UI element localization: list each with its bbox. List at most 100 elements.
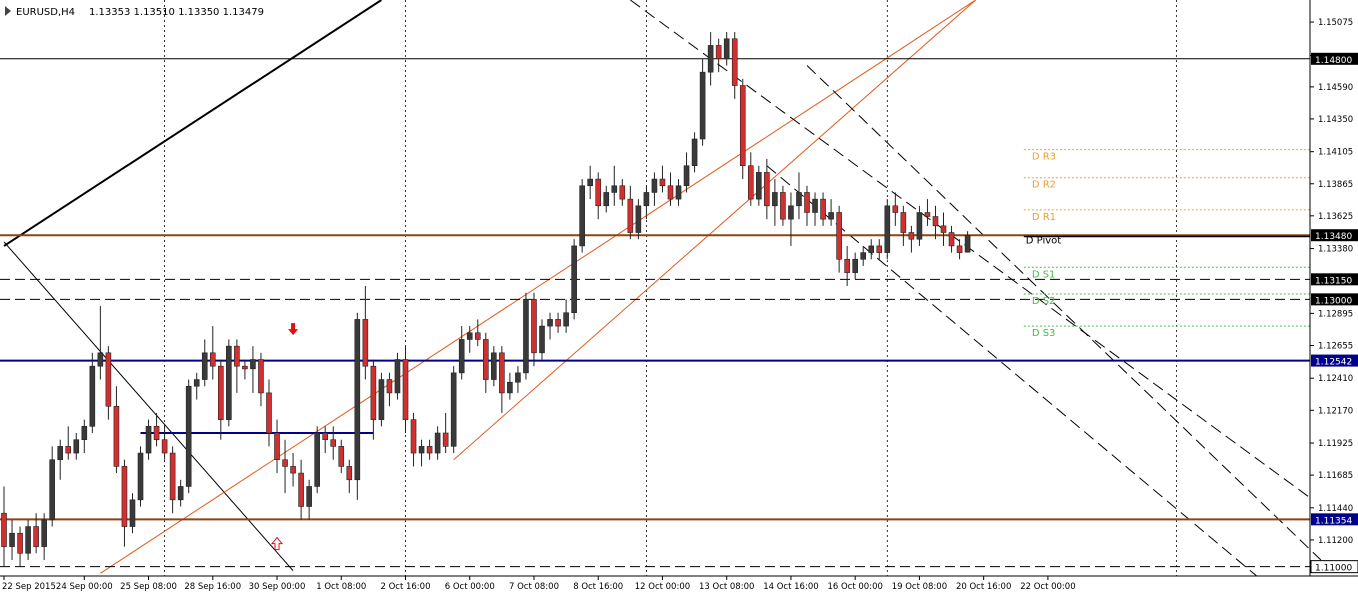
candle[interactable] bbox=[788, 192, 794, 246]
candle[interactable] bbox=[306, 479, 312, 520]
candle[interactable] bbox=[153, 412, 160, 447]
candle[interactable] bbox=[796, 172, 802, 220]
candle[interactable] bbox=[499, 346, 505, 413]
candle[interactable] bbox=[1, 486, 7, 567]
candle[interactable] bbox=[595, 172, 602, 220]
candle[interactable] bbox=[17, 526, 23, 567]
candle[interactable] bbox=[691, 132, 698, 173]
candle[interactable] bbox=[852, 252, 858, 280]
candle[interactable] bbox=[450, 366, 457, 454]
candle[interactable] bbox=[145, 419, 152, 460]
candle[interactable] bbox=[338, 439, 345, 474]
candle[interactable] bbox=[266, 379, 272, 447]
candle[interactable] bbox=[105, 346, 112, 420]
candle[interactable] bbox=[410, 412, 417, 467]
candle[interactable] bbox=[764, 159, 770, 220]
candle[interactable] bbox=[731, 32, 738, 99]
candle[interactable] bbox=[330, 426, 337, 460]
candle[interactable] bbox=[442, 412, 449, 454]
candle[interactable] bbox=[242, 359, 248, 380]
candle[interactable] bbox=[185, 379, 192, 494]
candle[interactable] bbox=[97, 306, 104, 380]
candle[interactable] bbox=[675, 179, 682, 206]
candle[interactable] bbox=[523, 292, 529, 380]
candle[interactable] bbox=[683, 152, 690, 193]
candle[interactable] bbox=[258, 352, 264, 407]
candle[interactable] bbox=[555, 312, 561, 333]
candle[interactable] bbox=[346, 459, 353, 494]
candle[interactable] bbox=[113, 386, 120, 474]
candle[interactable] bbox=[699, 58, 706, 146]
candle[interactable] bbox=[715, 38, 722, 73]
candle[interactable] bbox=[707, 32, 714, 86]
collapse-triangle-icon[interactable] bbox=[5, 6, 11, 16]
candle[interactable] bbox=[73, 433, 80, 460]
candle[interactable] bbox=[314, 426, 320, 494]
candle[interactable] bbox=[426, 439, 433, 460]
candle[interactable] bbox=[9, 519, 15, 560]
candle[interactable] bbox=[964, 231, 971, 253]
candle[interactable] bbox=[282, 439, 288, 494]
candle[interactable] bbox=[651, 172, 658, 206]
candle[interactable] bbox=[884, 199, 891, 260]
candle[interactable] bbox=[161, 426, 168, 460]
candle[interactable] bbox=[892, 192, 899, 226]
candle[interactable] bbox=[234, 339, 240, 393]
candle[interactable] bbox=[515, 366, 521, 393]
candle[interactable] bbox=[370, 359, 377, 440]
candle[interactable] bbox=[828, 199, 834, 226]
candle[interactable] bbox=[587, 165, 593, 200]
candle[interactable] bbox=[868, 239, 875, 260]
candle[interactable] bbox=[579, 179, 585, 253]
candle[interactable] bbox=[41, 513, 47, 560]
candle[interactable] bbox=[924, 199, 931, 226]
candle[interactable] bbox=[81, 419, 88, 454]
candle[interactable] bbox=[804, 185, 810, 226]
candle[interactable] bbox=[458, 326, 465, 380]
candle[interactable] bbox=[940, 212, 947, 246]
candle[interactable] bbox=[218, 359, 224, 440]
candle[interactable] bbox=[643, 185, 650, 220]
candle[interactable] bbox=[394, 352, 401, 400]
candle[interactable] bbox=[836, 205, 842, 273]
candle[interactable] bbox=[507, 372, 513, 400]
candle[interactable] bbox=[876, 239, 883, 260]
candle[interactable] bbox=[129, 493, 136, 534]
candle[interactable] bbox=[948, 225, 955, 253]
candle[interactable] bbox=[434, 426, 441, 460]
candle[interactable] bbox=[563, 299, 569, 333]
candle[interactable] bbox=[531, 292, 537, 367]
candle[interactable] bbox=[908, 225, 915, 253]
candle[interactable] bbox=[177, 479, 184, 507]
candle[interactable] bbox=[571, 239, 577, 320]
candle[interactable] bbox=[169, 446, 176, 514]
candle[interactable] bbox=[860, 245, 867, 266]
candle[interactable] bbox=[956, 239, 963, 260]
candle[interactable] bbox=[226, 339, 232, 427]
candle[interactable] bbox=[619, 179, 626, 206]
candle[interactable] bbox=[466, 326, 473, 353]
candle[interactable] bbox=[290, 453, 296, 487]
candle[interactable] bbox=[772, 179, 778, 226]
candle[interactable] bbox=[418, 439, 425, 467]
candle[interactable] bbox=[274, 419, 280, 474]
candle[interactable] bbox=[611, 165, 618, 206]
candle[interactable] bbox=[322, 426, 329, 454]
candle[interactable] bbox=[193, 372, 200, 400]
candle[interactable] bbox=[49, 446, 55, 527]
candle[interactable] bbox=[250, 346, 256, 393]
candle[interactable] bbox=[362, 285, 369, 380]
candle[interactable] bbox=[354, 312, 361, 500]
candle[interactable] bbox=[756, 165, 762, 206]
candle[interactable] bbox=[547, 312, 553, 340]
candle[interactable] bbox=[627, 185, 634, 240]
candle[interactable] bbox=[812, 192, 818, 226]
candle[interactable] bbox=[916, 205, 923, 246]
candle[interactable] bbox=[739, 78, 746, 180]
candle[interactable] bbox=[659, 165, 666, 193]
candle[interactable] bbox=[402, 346, 409, 434]
candle[interactable] bbox=[378, 372, 385, 427]
candle[interactable] bbox=[25, 519, 31, 560]
candle[interactable] bbox=[386, 372, 393, 407]
candle[interactable] bbox=[65, 426, 72, 460]
